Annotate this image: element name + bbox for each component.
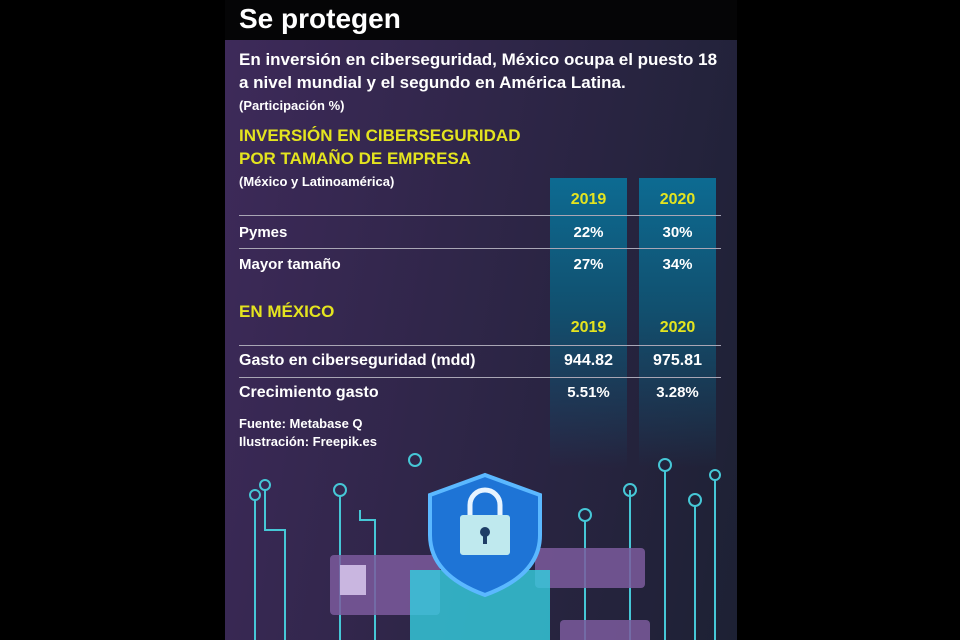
cell-value: 975.81 xyxy=(653,352,702,369)
divider xyxy=(239,345,721,346)
cybersecurity-illustration xyxy=(249,453,721,640)
intro-line-2: a nivel mundial y el segundo en América … xyxy=(239,73,626,92)
unit-label: (Participación %) xyxy=(239,98,345,113)
row-label: Pymes xyxy=(239,224,288,241)
cell-value: 27% xyxy=(573,256,604,273)
section1-subtitle: (México y Latinoamérica) xyxy=(239,174,395,189)
cell-value: 3.28% xyxy=(656,384,699,401)
section1-title-2: POR TAMAÑO DE EMPRESA xyxy=(239,149,472,168)
year-header: 2019 xyxy=(570,191,607,208)
row-label: Crecimiento gasto xyxy=(239,384,379,401)
lock-icon xyxy=(460,487,510,555)
header-bar: Se protegen xyxy=(225,0,737,40)
year-header: 2019 xyxy=(570,319,607,336)
year-header: 2020 xyxy=(659,319,696,336)
infographic-panel: Se protegen En inversión en cibersegurid… xyxy=(225,0,737,640)
section2-title: EN MÉXICO xyxy=(239,302,335,321)
divider xyxy=(239,215,721,216)
intro-line-1: En inversión en ciberseguridad, México o… xyxy=(239,50,718,69)
column-highlight-2020 xyxy=(639,178,716,468)
divider xyxy=(239,248,721,249)
column-highlight-2019 xyxy=(550,178,627,468)
row-label: Mayor tamaño xyxy=(239,256,341,273)
section1-title: INVERSIÓN EN CIBERSEGURIDAD xyxy=(239,126,521,145)
row-label: Gasto en ciberseguridad (mdd) xyxy=(239,352,476,369)
year-header: 2020 xyxy=(659,191,696,208)
source-note: Fuente: Metabase Q xyxy=(239,416,363,431)
cell-value: 34% xyxy=(662,256,693,273)
illustration-credit: Ilustración: Freepik.es xyxy=(239,434,377,449)
page-title: Se protegen xyxy=(239,3,401,34)
cell-value: 22% xyxy=(573,224,604,241)
divider xyxy=(239,377,721,378)
cell-value: 30% xyxy=(662,224,693,241)
cell-value: 944.82 xyxy=(564,352,613,369)
window-icon xyxy=(535,548,645,588)
cell-value: 5.51% xyxy=(567,384,610,401)
